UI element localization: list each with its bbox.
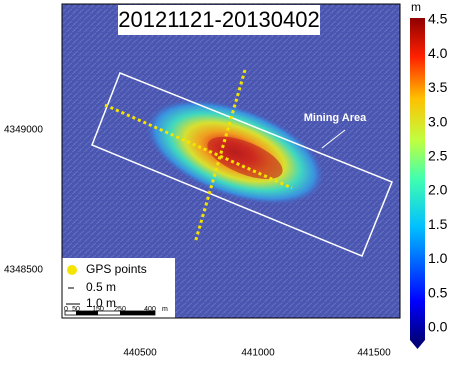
scale-label: 50	[72, 306, 80, 313]
x-tick-label: 441500	[357, 348, 391, 359]
scale-label: m	[162, 306, 168, 313]
colorbar-tick-label: 4.0	[428, 45, 448, 61]
colorbar-unit: m	[411, 0, 421, 14]
colorbar-extend	[410, 340, 425, 349]
scale-labels: 0 50 150 250 400 m	[64, 306, 168, 313]
colorbar-tick-label: 1.0	[428, 250, 448, 266]
scale-label: 150	[92, 306, 104, 313]
colorbar-tick-label: 3.0	[428, 113, 448, 129]
colorbar-tick-label: 4.5	[428, 11, 448, 27]
colorbar-tick-label: 0.0	[428, 319, 448, 335]
x-tick-label: 441000	[241, 348, 275, 359]
figure: Mining Area 20121121-20130402 GPS points…	[0, 0, 450, 363]
y-tick-label: 4349000	[4, 125, 43, 136]
scale-label: 250	[114, 306, 126, 313]
legend-label: 0.5 m	[86, 280, 116, 294]
colorbar-tick-label: 3.5	[428, 79, 448, 95]
colorbar-tick-label: 2.5	[428, 148, 448, 164]
annotation: Mining Area	[304, 112, 367, 124]
title: 20121121-20130402	[118, 7, 319, 32]
colorbar-tick-label: 0.5	[428, 284, 448, 300]
legend-label: GPS points	[86, 262, 147, 276]
colorbar-ticks: 4.5 4.0 3.5 3.0 2.5 2.0 1.5 1.0 0.5 0.0	[428, 11, 448, 335]
scale-label: 0	[64, 306, 68, 313]
colorbar-tick-label: 2.0	[428, 182, 448, 198]
colorbar-tick-label: 1.5	[428, 216, 448, 232]
legend-symbol	[67, 265, 77, 275]
scale-label: 400	[144, 306, 156, 313]
x-tick-label: 440500	[123, 348, 157, 359]
colorbar	[410, 18, 425, 340]
y-tick-label: 4348500	[4, 265, 43, 276]
map-area: Mining Area 20121121-20130402 GPS points…	[62, 4, 400, 318]
